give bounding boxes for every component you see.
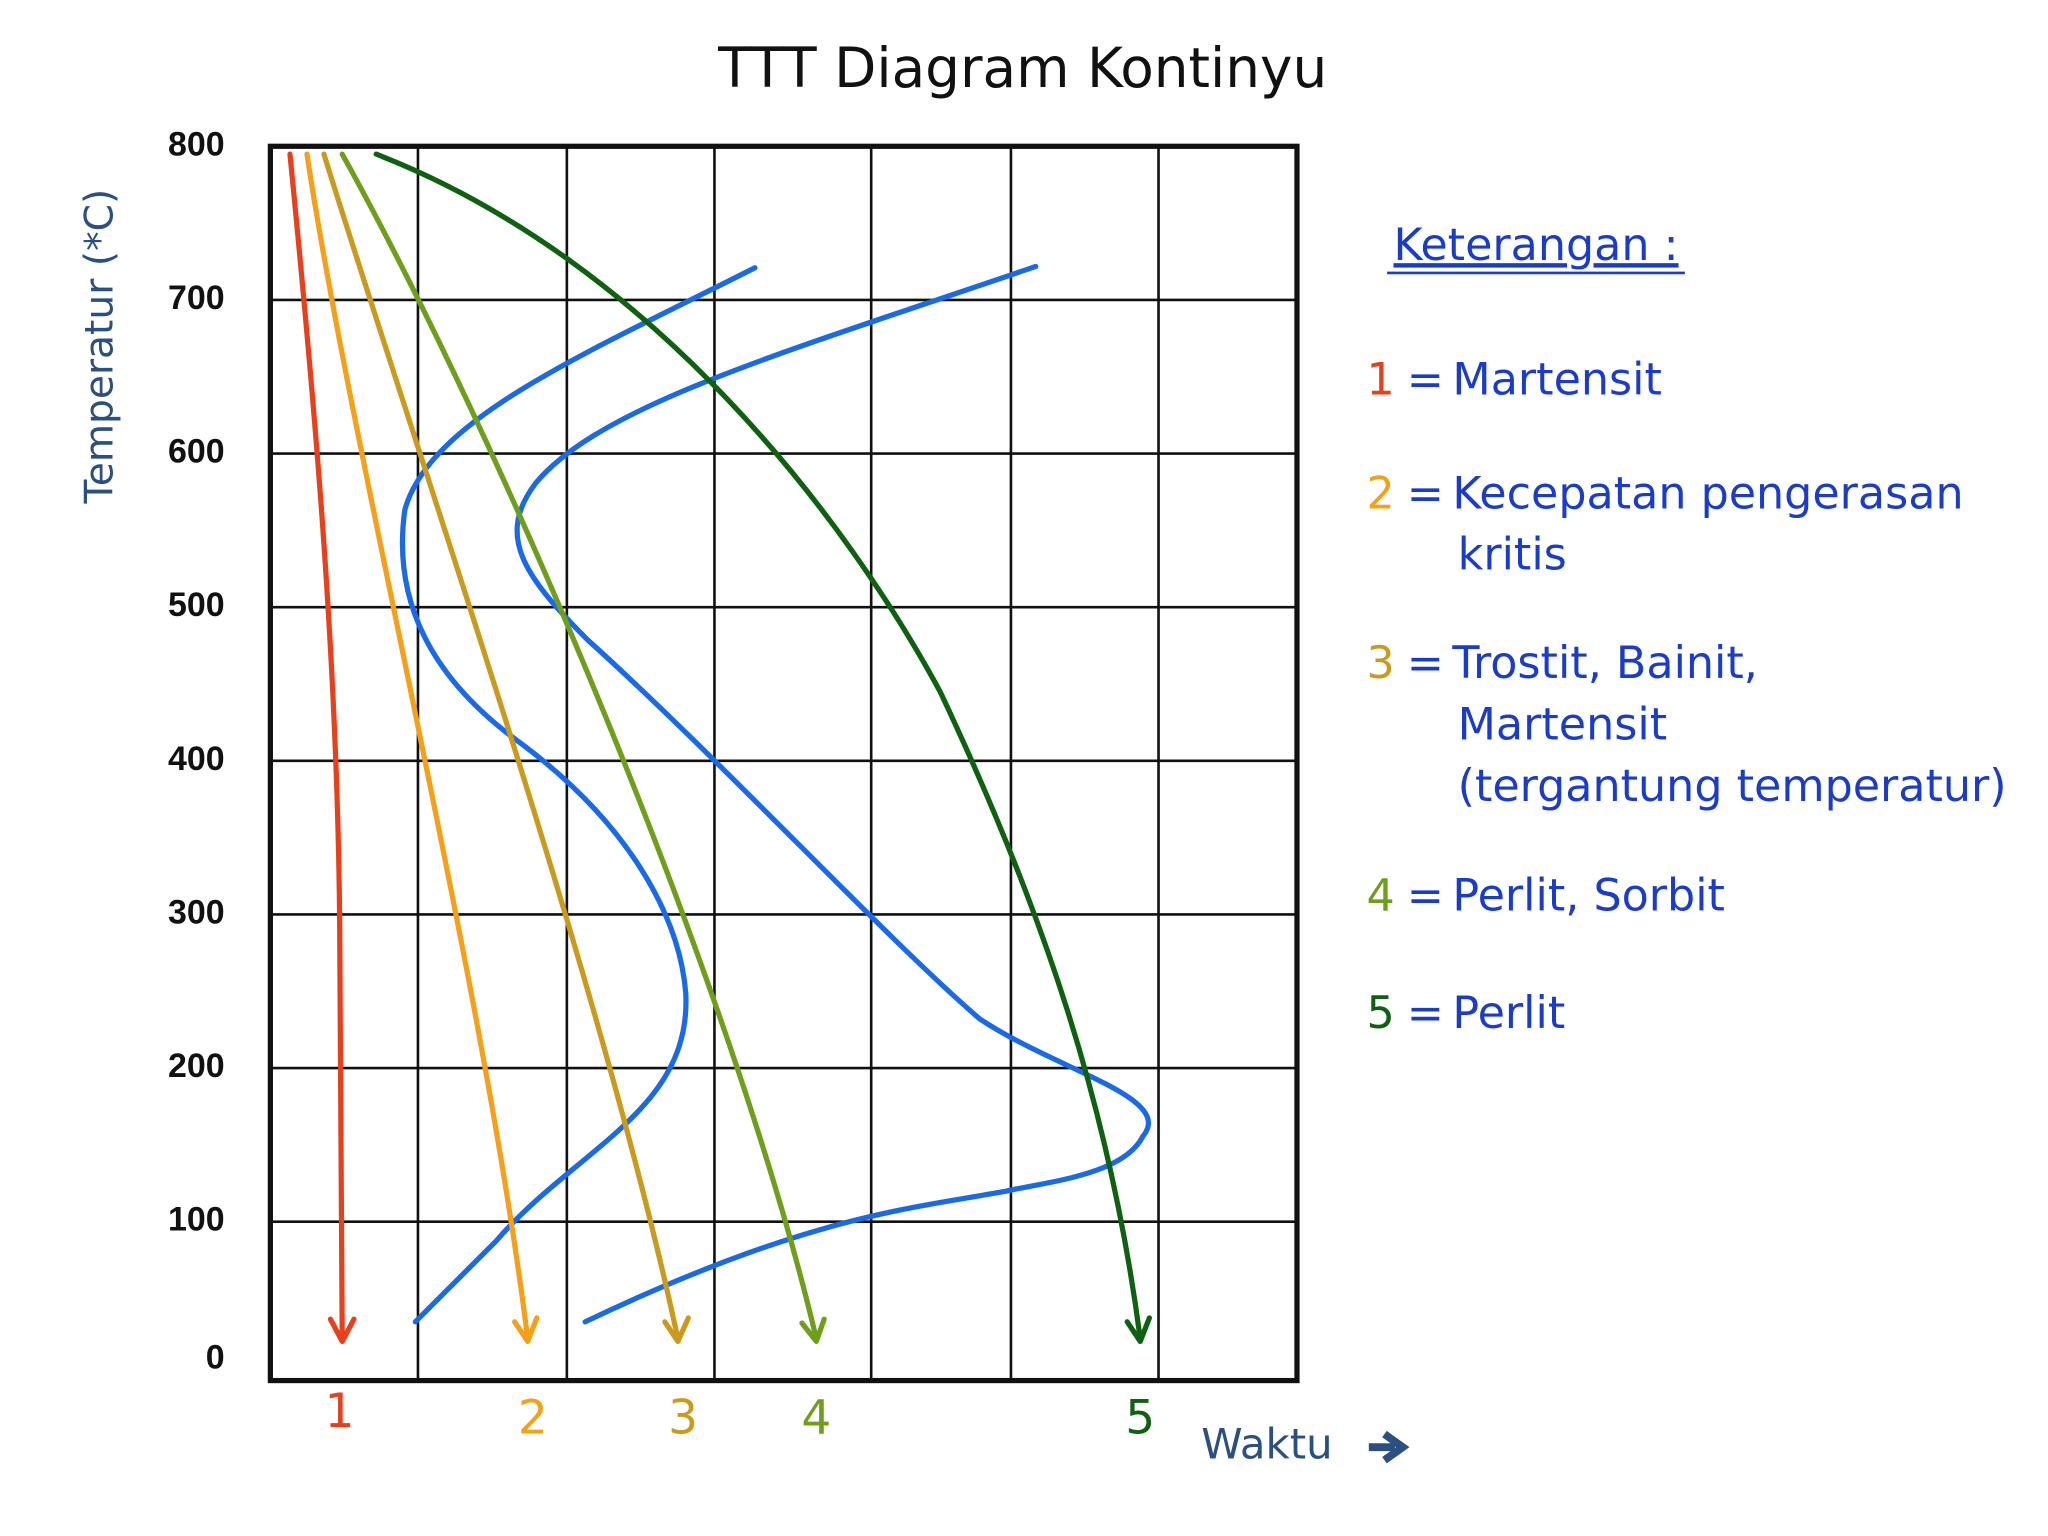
cooling-curve bbox=[287, 151, 357, 1344]
y-tick-label: 300 bbox=[168, 893, 225, 931]
y-tick-label: 0 bbox=[206, 1339, 225, 1377]
y-tick-label: 700 bbox=[168, 279, 225, 317]
legend-equals: = bbox=[1407, 468, 1444, 519]
y-tick-label: 400 bbox=[168, 740, 225, 778]
curve-label: 4 bbox=[801, 1391, 831, 1446]
legend-number: 3 bbox=[1366, 638, 1394, 689]
curve-label: 3 bbox=[668, 1391, 698, 1446]
legend-text: Martensit bbox=[1458, 700, 1667, 751]
legend-equals: = bbox=[1407, 638, 1444, 689]
chart-title: TTT Diagram Kontinyu bbox=[717, 36, 1327, 100]
y-tick-label: 100 bbox=[168, 1201, 225, 1239]
transformation-curve bbox=[399, 265, 758, 1325]
legend-text: Perlit, Sorbit bbox=[1452, 871, 1725, 922]
y-tick-label: 500 bbox=[168, 586, 225, 624]
legend-text: Trostit, Bainit, bbox=[1451, 638, 1758, 689]
legend-number: 1 bbox=[1366, 355, 1394, 406]
cooling-curve bbox=[339, 151, 827, 1344]
y-tick-label: 200 bbox=[168, 1047, 225, 1085]
legend-number: 2 bbox=[1366, 468, 1394, 519]
legend-equals: = bbox=[1407, 871, 1444, 922]
curve-label: 1 bbox=[325, 1384, 355, 1439]
curve-label: 2 bbox=[518, 1391, 548, 1446]
legend-number: 4 bbox=[1366, 871, 1394, 922]
legend-equals: = bbox=[1407, 355, 1444, 406]
cooling-curve bbox=[321, 151, 691, 1344]
cooling-curve bbox=[373, 151, 1152, 1344]
curves bbox=[287, 151, 1152, 1344]
y-tick-label: 600 bbox=[168, 433, 225, 471]
legend-text: (tergantung temperatur) bbox=[1458, 761, 2007, 812]
legend-number: 5 bbox=[1366, 988, 1394, 1039]
legend-text: kritis bbox=[1458, 530, 1567, 581]
cooling-curve bbox=[304, 151, 540, 1344]
x-axis-arrow bbox=[1368, 1430, 1410, 1464]
legend-title: Keterangan : bbox=[1393, 220, 1678, 271]
curve-label: 5 bbox=[1125, 1391, 1155, 1446]
legend-text: Perlit bbox=[1452, 988, 1565, 1039]
legend-equals: = bbox=[1407, 988, 1444, 1039]
y-tick-label: 800 bbox=[168, 125, 225, 163]
y-axis-label: Temperatur (*C) bbox=[77, 189, 122, 505]
legend-text: Martensit bbox=[1452, 355, 1661, 406]
x-axis-label: Waktu bbox=[1201, 1420, 1332, 1469]
transformation-curve bbox=[514, 263, 1152, 1325]
legend-text: Kecepatan pengerasan bbox=[1452, 468, 1963, 519]
plot-frame bbox=[267, 143, 1300, 1384]
